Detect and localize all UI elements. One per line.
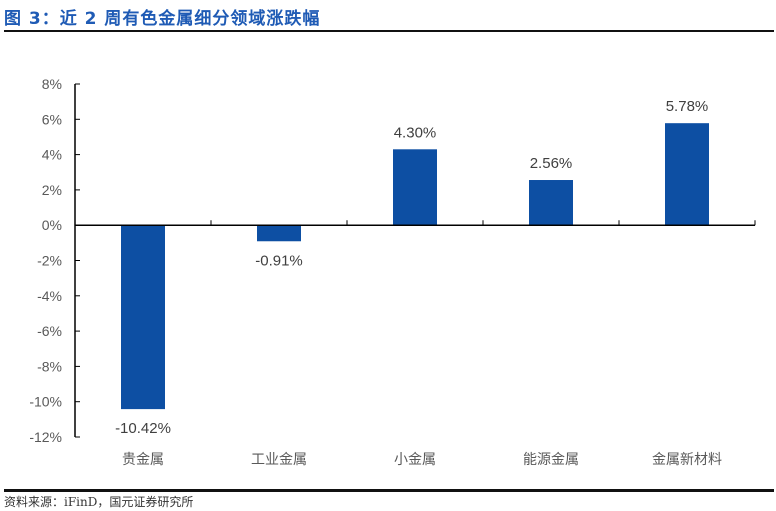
y-tick-label: -4% (37, 288, 62, 304)
x-axis: 贵金属 工业金属 小金属 能源金属 金属新材料 (75, 220, 756, 468)
bar (121, 225, 165, 410)
x-category-label: 金属新材料 (652, 452, 722, 468)
x-category-label: 贵金属 (122, 452, 164, 468)
bars: -10.42% -0.91% 4.30% 2.56% 5.78% (115, 98, 709, 437)
bar-chart: 8% 6% 4% 2% 0% -2% -4% -6% -8% -10% -12% -10.42% -0… (29, 76, 756, 468)
x-category-label: 工业金属 (251, 452, 307, 468)
y-tick-label: 6% (42, 111, 62, 127)
y-tick-label: -10% (29, 394, 62, 410)
bar (257, 225, 301, 242)
y-tick-label: -6% (37, 323, 62, 339)
y-tick-label: -2% (37, 253, 62, 269)
x-category-label: 能源金属 (523, 452, 579, 468)
bar (393, 149, 437, 226)
y-tick-label: -12% (29, 429, 62, 445)
y-tick-label: 0% (42, 217, 62, 233)
bar (665, 123, 709, 226)
bottom-divider (4, 489, 774, 492)
source-note: 资料来源：iFinD，国元证券研究所 (4, 495, 194, 509)
y-tick-label: 8% (42, 76, 62, 92)
top-divider (4, 30, 774, 32)
bar-value-label: -0.91% (255, 252, 303, 269)
y-axis: 8% 6% 4% 2% 0% -2% -4% -6% -8% -10% -12% (29, 76, 80, 445)
y-tick-label: 4% (42, 147, 62, 163)
bar-value-label: 4.30% (394, 124, 437, 141)
x-category-label: 小金属 (394, 452, 436, 468)
y-tick-label: 2% (42, 182, 62, 198)
bar-value-label: -10.42% (115, 420, 171, 437)
bar-value-label: 5.78% (666, 98, 709, 115)
y-tick-label: -8% (37, 358, 62, 374)
bar-value-label: 2.56% (530, 155, 573, 172)
chart-title: 图 3：近 2 周有色金属细分领域涨跌幅 (4, 9, 321, 29)
bar (529, 180, 573, 226)
